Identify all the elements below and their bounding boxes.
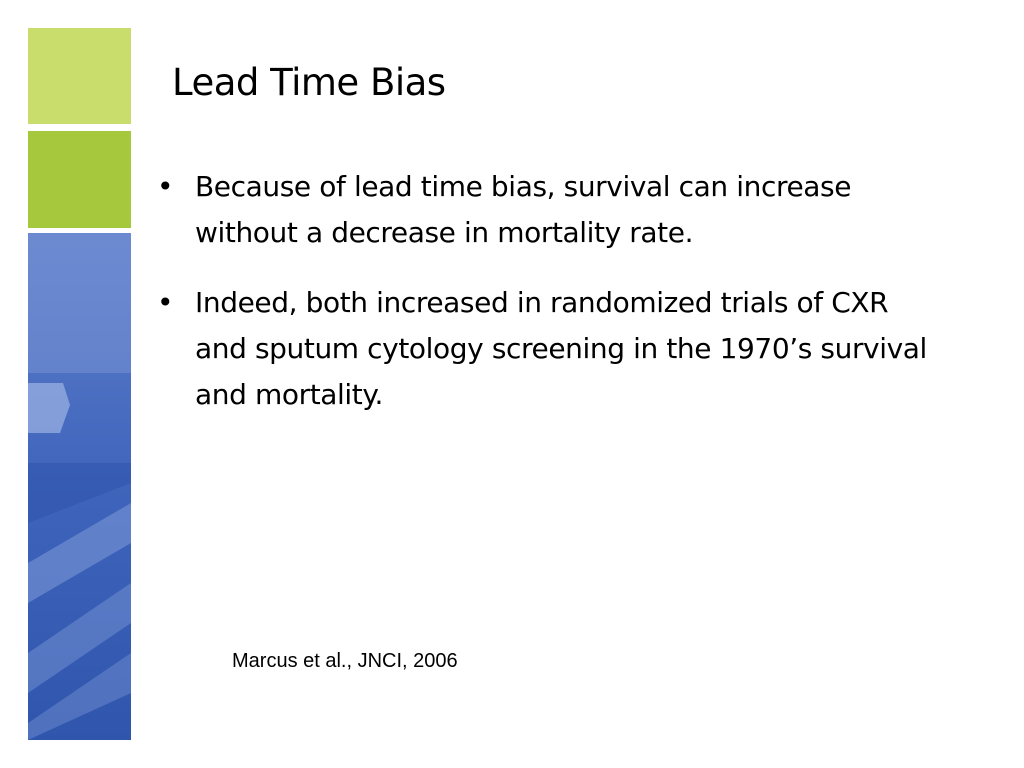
bullet-marker: • [156,170,174,203]
decorative-lime-block [28,28,131,124]
bullet-list: • Because of lead time bias, survival ca… [155,164,955,442]
citation: Marcus et al., JNCI, 2006 [232,650,458,672]
decorative-blue-strip [28,233,131,740]
bullet-marker: • [156,286,174,319]
decorative-green-block [28,131,131,228]
slide-title: Lead Time Bias [172,61,446,104]
bullet-text: Indeed, both increased in randomized tri… [195,286,927,411]
bullet-text: Because of lead time bias, survival can … [195,170,852,249]
decorative-pattern-graphic [28,233,131,740]
bullet-item: • Indeed, both increased in randomized t… [155,280,955,418]
bullet-item: • Because of lead time bias, survival ca… [155,164,955,256]
